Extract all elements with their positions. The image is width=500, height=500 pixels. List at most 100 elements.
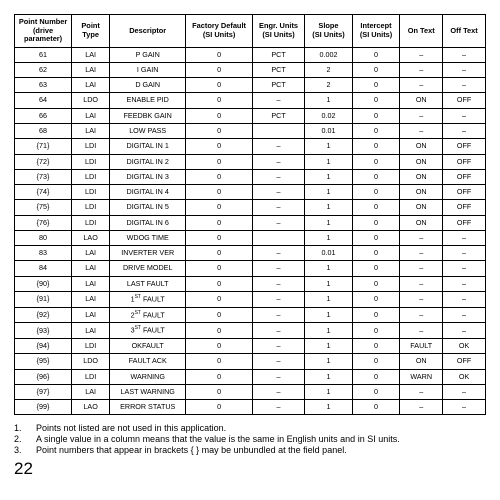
cell: OK bbox=[443, 339, 486, 354]
cell: – bbox=[400, 307, 443, 323]
table-row: {72}LDIDIGITAL IN 20–10ONOFF bbox=[15, 154, 486, 169]
cell: 2ST FAULT bbox=[110, 307, 186, 323]
cell: LAI bbox=[72, 292, 110, 308]
cell: 0 bbox=[352, 261, 400, 276]
cell: – bbox=[400, 123, 443, 138]
col-header: Intercept (SI Units) bbox=[352, 15, 400, 48]
cell: P GAIN bbox=[110, 47, 186, 62]
cell: ON bbox=[400, 169, 443, 184]
cell: – bbox=[252, 215, 304, 230]
cell: LAO bbox=[72, 230, 110, 245]
cell: – bbox=[252, 307, 304, 323]
cell: – bbox=[443, 246, 486, 261]
cell: 84 bbox=[15, 261, 72, 276]
col-header: Descriptor bbox=[110, 15, 186, 48]
cell: 1 bbox=[305, 323, 353, 339]
cell: 0 bbox=[186, 292, 253, 308]
cell: 0 bbox=[186, 169, 253, 184]
cell: 0 bbox=[352, 200, 400, 215]
cell: {99} bbox=[15, 400, 72, 415]
cell: 0 bbox=[186, 323, 253, 339]
cell: LAI bbox=[72, 62, 110, 77]
cell: FAULT ACK bbox=[110, 354, 186, 369]
table-row: 64LDOENABLE PID0–10ONOFF bbox=[15, 93, 486, 108]
table-row: {93}LAI3ST FAULT0–10–– bbox=[15, 323, 486, 339]
cell: – bbox=[252, 139, 304, 154]
cell: DIGITAL IN 1 bbox=[110, 139, 186, 154]
cell: 1 bbox=[305, 292, 353, 308]
col-header: Point Type bbox=[72, 15, 110, 48]
table-row: 68LAILOW PASS00.010–– bbox=[15, 123, 486, 138]
cell: 0 bbox=[352, 169, 400, 184]
cell: WARNING bbox=[110, 369, 186, 384]
cell: – bbox=[443, 62, 486, 77]
cell: ON bbox=[400, 154, 443, 169]
cell: FAULT bbox=[400, 339, 443, 354]
cell: 0 bbox=[186, 400, 253, 415]
page-number: 22 bbox=[14, 459, 486, 479]
cell: 0 bbox=[186, 246, 253, 261]
cell: 1 bbox=[305, 139, 353, 154]
cell: 0 bbox=[186, 62, 253, 77]
col-header: Point Number (drive parameter) bbox=[15, 15, 72, 48]
cell: OFF bbox=[443, 215, 486, 230]
cell: LDI bbox=[72, 200, 110, 215]
cell: – bbox=[443, 78, 486, 93]
cell: WARN bbox=[400, 369, 443, 384]
cell: 0 bbox=[186, 47, 253, 62]
cell: – bbox=[400, 323, 443, 339]
cell: 0 bbox=[186, 230, 253, 245]
cell: 0 bbox=[352, 230, 400, 245]
cell: LAI bbox=[72, 123, 110, 138]
cell: LAO bbox=[72, 400, 110, 415]
cell: {71} bbox=[15, 139, 72, 154]
cell: 0 bbox=[352, 62, 400, 77]
cell: ERROR STATUS bbox=[110, 400, 186, 415]
cell: 0.002 bbox=[305, 47, 353, 62]
cell: 1 bbox=[305, 276, 353, 291]
cell: LDI bbox=[72, 185, 110, 200]
cell: I GAIN bbox=[110, 62, 186, 77]
cell: DIGITAL IN 5 bbox=[110, 200, 186, 215]
cell: – bbox=[400, 108, 443, 123]
cell: 0 bbox=[352, 400, 400, 415]
cell: 80 bbox=[15, 230, 72, 245]
cell: 0 bbox=[352, 246, 400, 261]
cell: 1 bbox=[305, 169, 353, 184]
table-row: {97}LAILAST WARNING0–10–– bbox=[15, 384, 486, 399]
cell: – bbox=[400, 384, 443, 399]
cell: – bbox=[400, 230, 443, 245]
cell: 1 bbox=[305, 369, 353, 384]
cell: ON bbox=[400, 354, 443, 369]
cell: {75} bbox=[15, 200, 72, 215]
cell: 0 bbox=[186, 354, 253, 369]
table-row: {90}LAILAST FAULT0–10–– bbox=[15, 276, 486, 291]
cell: LOW PASS bbox=[110, 123, 186, 138]
col-header: Off Text bbox=[443, 15, 486, 48]
cell: 0 bbox=[352, 108, 400, 123]
cell: 63 bbox=[15, 78, 72, 93]
table-row: {95}LDOFAULT ACK0–10ONOFF bbox=[15, 354, 486, 369]
col-header: Slope (SI Units) bbox=[305, 15, 353, 48]
footnote: 3.Point numbers that appear in brackets … bbox=[14, 445, 486, 455]
cell: – bbox=[443, 108, 486, 123]
cell: 0 bbox=[186, 108, 253, 123]
cell: – bbox=[252, 246, 304, 261]
cell: 0 bbox=[186, 139, 253, 154]
cell: OFF bbox=[443, 154, 486, 169]
cell: ON bbox=[400, 200, 443, 215]
cell: 1 bbox=[305, 215, 353, 230]
cell: ON bbox=[400, 139, 443, 154]
cell: 0 bbox=[352, 339, 400, 354]
table-row: {94}LDIOKFAULT0–10FAULTOK bbox=[15, 339, 486, 354]
cell: – bbox=[400, 400, 443, 415]
cell: – bbox=[443, 307, 486, 323]
cell: 1 bbox=[305, 185, 353, 200]
cell: {96} bbox=[15, 369, 72, 384]
cell: 0 bbox=[186, 276, 253, 291]
cell: 0 bbox=[352, 139, 400, 154]
cell: {92} bbox=[15, 307, 72, 323]
cell: 0.02 bbox=[305, 108, 353, 123]
footnote: 2.A single value in a column means that … bbox=[14, 434, 486, 444]
cell: LAI bbox=[72, 276, 110, 291]
